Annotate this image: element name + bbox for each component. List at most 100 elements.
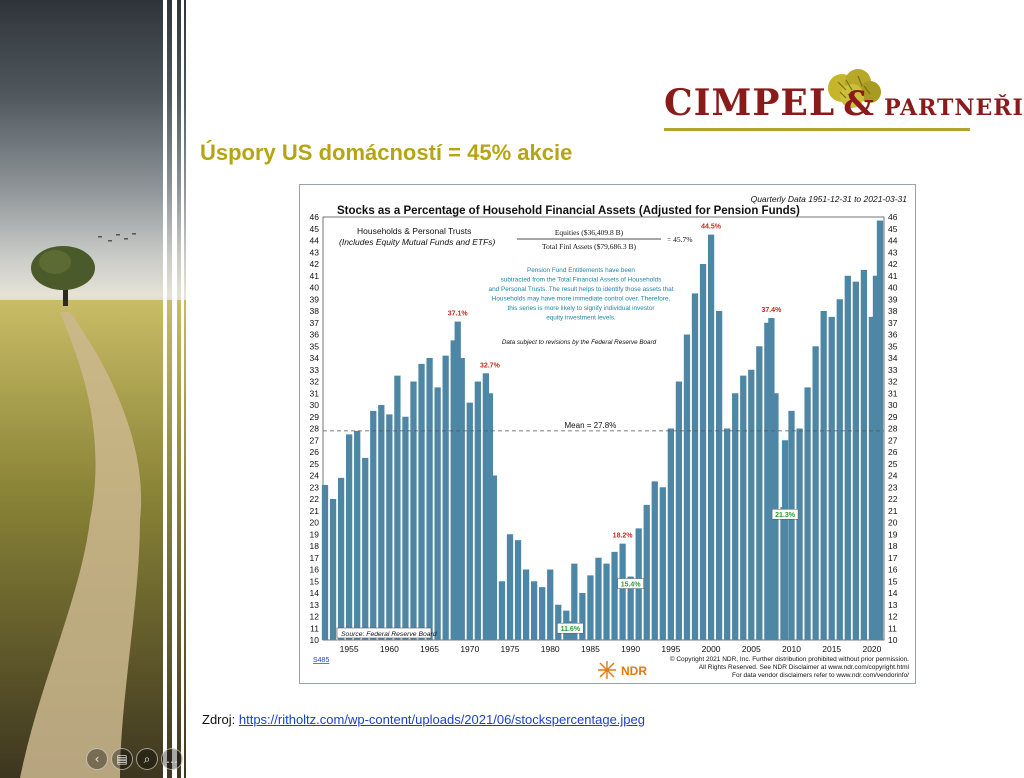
annotation-box: [557, 622, 584, 634]
y-tick-label-left: 17: [310, 553, 320, 563]
bar: [683, 334, 691, 640]
bar: [514, 540, 522, 640]
copyright-line: © Copyright 2021 NDR, Inc. Further distr…: [670, 655, 909, 663]
y-tick-label-right: 46: [888, 212, 898, 222]
annotation-label: 11.6%: [561, 626, 581, 633]
y-tick-label-right: 29: [888, 412, 898, 422]
logo-main-text: CIMPEL: [664, 82, 836, 124]
y-tick-label-left: 25: [310, 459, 320, 469]
y-tick-label-right: 42: [888, 259, 898, 269]
bar: [768, 318, 775, 640]
bar: [571, 563, 578, 640]
bar: [707, 234, 715, 640]
bar: [715, 311, 723, 640]
y-tick-label-right: 17: [888, 553, 898, 563]
source-link[interactable]: https://ritholtz.com/wp-content/uploads/…: [238, 712, 645, 727]
y-tick-label-left: 32: [310, 377, 320, 387]
logo-underline: [664, 128, 970, 131]
y-tick-label-left: 29: [310, 412, 320, 422]
bar: [579, 593, 586, 640]
y-tick-label-right: 28: [888, 424, 898, 434]
x-tick-label: 2010: [782, 644, 801, 654]
annotation-box: [617, 578, 644, 589]
annotation-label: 37.4%: [761, 307, 782, 314]
y-tick-label-right: 45: [888, 224, 898, 234]
formula-denominator: Total Finl Assets ($79,686.3 B): [542, 242, 637, 251]
bar: [378, 405, 385, 640]
chart-source: Source: Federal Reserve Board: [341, 631, 437, 638]
zoom-icon[interactable]: ⌕: [136, 748, 158, 770]
bar: [691, 293, 699, 640]
bar: [748, 369, 755, 640]
y-tick-label-right: 30: [888, 400, 898, 410]
x-tick-label: 2005: [742, 644, 761, 654]
y-tick-label-left: 11: [310, 623, 319, 633]
bar: [603, 563, 610, 640]
see-all-slides-icon[interactable]: ▤: [111, 748, 133, 770]
chart-code: S485: [313, 657, 329, 664]
y-tick-label-right: 44: [888, 236, 898, 246]
bar: [844, 275, 851, 640]
copyright-line: All Rights Reserved. See NDR Disclaimer …: [699, 664, 910, 671]
bar: [346, 434, 353, 640]
logo-sub-text: PARTNEŘI: [884, 95, 1024, 121]
bar: [828, 316, 835, 640]
chart-note: Pension Fund Entitlements have been subtr…: [489, 267, 674, 322]
annotation-label: 44.5%: [701, 224, 722, 231]
bar: [667, 428, 674, 640]
y-tick-label-right: 43: [888, 247, 898, 257]
y-tick-label-right: 21: [888, 506, 898, 516]
chart-note-line: subtracted from the Total Financial Asse…: [501, 277, 662, 284]
formula-result: = 45.7%: [667, 235, 692, 244]
y-tick-label-left: 45: [310, 224, 320, 234]
y-tick-label-right: 18: [888, 541, 898, 551]
bar: [402, 416, 409, 640]
y-tick-label-left: 22: [310, 494, 320, 504]
copyright-line: For data vendor disclaimers refer to www…: [732, 672, 909, 679]
y-tick-label-left: 20: [310, 518, 320, 528]
y-tick-label-left: 44: [310, 236, 320, 246]
y-tick-label-left: 34: [310, 353, 320, 363]
source-line: Zdroj: https://ritholtz.com/wp-content/u…: [202, 712, 645, 727]
bar: [329, 499, 337, 640]
y-tick-label-right: 36: [888, 330, 898, 340]
annotations: 37.1% 32.7% 11.6% 18.2% 15.4% 44.5% 37.4% 21.3%: [448, 224, 799, 634]
more-options-icon[interactable]: …: [161, 748, 183, 770]
bar: [627, 576, 634, 640]
x-axis: 1955 1960 1965 1970 1975 1980 1985 1990 1995 2000…: [340, 644, 882, 654]
y-tick-label-right: 39: [888, 294, 898, 304]
bar: [643, 504, 650, 640]
chart-note-line: this series is more likely to signify in…: [507, 305, 655, 312]
chart-title: Stocks as a Percentage of Household Fina…: [337, 205, 800, 217]
annotation-label: 15.4%: [621, 582, 642, 589]
y-tick-label-left: 41: [310, 271, 320, 281]
y-tick-label-right: 37: [888, 318, 898, 328]
stocks-percentage-chart: Stocks as a Percentage of Household Fina…: [299, 184, 916, 684]
chart-note-line: and Personal Trusts. The result helps to…: [489, 286, 674, 293]
formula-numerator: Equities ($36,409.8 B): [555, 228, 624, 237]
y-tick-label-left: 13: [310, 600, 320, 610]
bar: [619, 543, 626, 640]
logo-wordmark: CIMPEL & PARTNEŘI: [664, 82, 1024, 124]
x-tick-label: 1970: [460, 644, 479, 654]
previous-slide-icon[interactable]: ‹: [86, 748, 108, 770]
y-tick-label-left: 37: [310, 318, 320, 328]
bar: [450, 340, 457, 640]
x-tick-label: 1965: [420, 644, 439, 654]
bar: [386, 414, 393, 640]
y-tick-label-right: 34: [888, 353, 898, 363]
y-tick-label-right: 13: [888, 600, 898, 610]
decorative-landscape-photo: [0, 0, 186, 778]
bar: [394, 375, 401, 640]
bar: [498, 581, 506, 640]
source-label: Zdroj:: [202, 712, 236, 727]
x-tick-label: 2020: [862, 644, 881, 654]
bar: [740, 375, 747, 640]
bar: [337, 477, 345, 640]
decorative-stripe: [172, 0, 177, 778]
annotation-box: [771, 508, 799, 520]
bar: [724, 428, 731, 640]
chart-note-line: Households may have more immediate contr…: [492, 296, 671, 303]
chart-copyright: © Copyright 2021 NDR, Inc. Further distr…: [670, 655, 910, 679]
bar: [418, 363, 425, 640]
